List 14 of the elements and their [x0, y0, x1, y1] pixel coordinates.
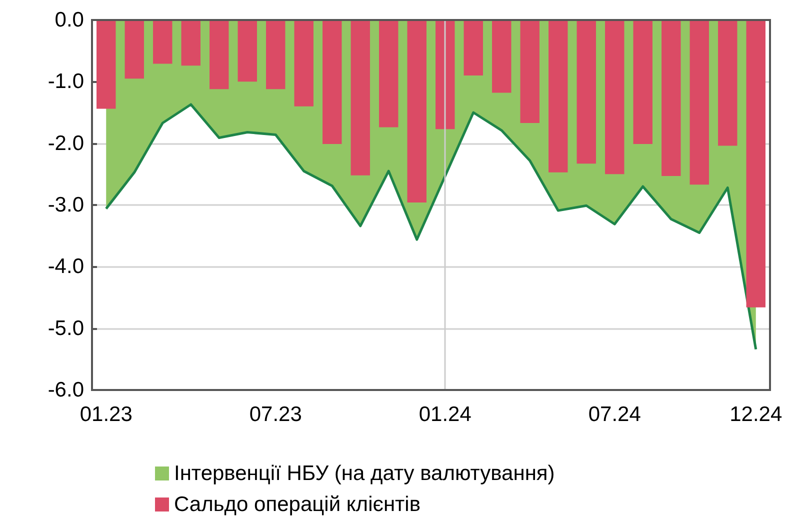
legend-label: Сальдо операцій клієнтів — [174, 493, 420, 516]
x-tick-label: 07.24 — [588, 403, 642, 426]
x-tick-label: 01.23 — [80, 403, 132, 426]
y-tick-label: -4.0 — [48, 255, 84, 278]
legend-label: Інтервенції НБУ (на дату валютування) — [174, 462, 555, 485]
x-tick-label: 07.23 — [249, 403, 302, 426]
y-tick-label: 0.0 — [54, 8, 84, 32]
y-tick-label: -1.0 — [48, 70, 84, 94]
x-tick-label: 12.24 — [730, 403, 782, 426]
y-tick-label: -6.0 — [48, 378, 84, 402]
y-tick-label: -5.0 — [48, 316, 84, 340]
y-tick-label: -2.0 — [48, 132, 84, 155]
y-tick-label: -3.0 — [48, 194, 84, 216]
x-tick-label: 01.24 — [418, 403, 472, 426]
